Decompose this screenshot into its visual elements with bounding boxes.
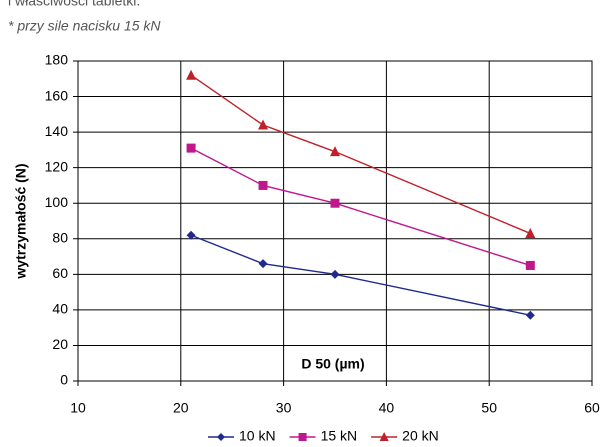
y-tick-label: 20 — [52, 336, 68, 352]
y-tick-label: 40 — [52, 301, 68, 317]
y-tick-label: 60 — [52, 265, 68, 281]
marker — [330, 198, 340, 208]
marker — [525, 310, 535, 320]
y-tick-label: 80 — [52, 229, 68, 245]
marker — [258, 119, 269, 130]
legend-label: 10 kN — [239, 428, 276, 444]
legend-marker — [298, 433, 307, 441]
marker — [525, 260, 535, 270]
y-tick-label: 100 — [45, 194, 69, 210]
marker — [330, 269, 340, 279]
pretitle: i właściwości tabletki. — [8, 0, 140, 9]
y-tick-label: 160 — [45, 87, 69, 103]
legend-label: 15 kN — [321, 428, 358, 444]
marker — [186, 230, 196, 240]
y-tick-label: 180 — [45, 52, 69, 68]
x-tick-label: 20 — [173, 400, 189, 416]
marker — [330, 146, 340, 157]
series-line — [190, 147, 531, 267]
legend-marker — [217, 433, 225, 441]
series-line — [190, 234, 531, 316]
y-tick-label: 140 — [45, 123, 69, 139]
x-tick-label: 50 — [481, 400, 497, 416]
x-tick-label: 30 — [276, 400, 292, 416]
y-tick-label: 0 — [60, 372, 68, 388]
marker — [258, 259, 268, 269]
marker — [258, 180, 268, 190]
subtitle: * przy sile nacisku 15 kN — [8, 18, 161, 34]
x-label-bg — [297, 353, 369, 374]
y-tick-label: 120 — [45, 158, 69, 174]
legend-marker — [379, 432, 389, 441]
x-tick-label: 40 — [379, 400, 395, 416]
plot-area — [77, 60, 593, 382]
marker — [186, 143, 196, 153]
y-axis-label: wytrzymałość (N) — [13, 163, 29, 279]
marker — [525, 227, 536, 238]
x-tick-label: 60 — [584, 400, 600, 416]
x-tick-label: 10 — [70, 400, 86, 416]
series-line — [190, 74, 531, 235]
x-axis-label: D 50 (µm) — [301, 356, 364, 372]
legend-label: 20 kN — [402, 428, 439, 444]
marker — [186, 69, 197, 80]
